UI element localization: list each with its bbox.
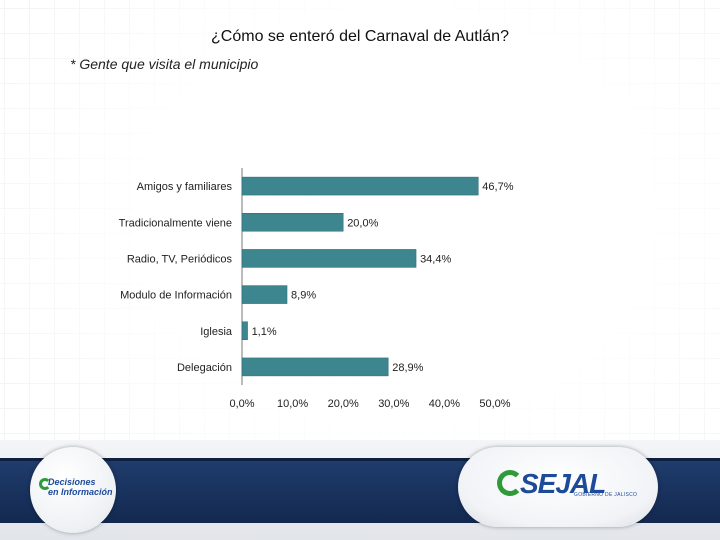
decisiones-logo-line2: en Información <box>48 487 113 497</box>
category-label-5: Delegación <box>177 362 232 374</box>
bar-1 <box>241 213 344 232</box>
page-subtitle: * Gente que visita el municipio <box>70 56 259 72</box>
value-label-1: 20,0% <box>347 217 378 229</box>
x-tick-label-2: 20,0% <box>328 398 359 410</box>
sejal-logo-subtitle: GOBIERNO DE JALISCO <box>574 492 638 498</box>
bar-4 <box>241 321 248 340</box>
value-label-2: 34,4% <box>420 253 451 265</box>
sejal-logo-text: SEJAL <box>498 468 606 500</box>
value-label-0: 46,7% <box>482 181 513 193</box>
x-tick-label-5: 50,0% <box>479 398 510 410</box>
value-label-4: 1,1% <box>252 326 277 338</box>
page-title: ¿Cómo se enteró del Carnaval de Autlán? <box>211 28 509 45</box>
sejal-logo-main: SEJAL <box>520 468 606 499</box>
category-label-4: Iglesia <box>200 326 233 338</box>
decisiones-logo-icon <box>39 478 51 490</box>
bar-0 <box>241 176 479 196</box>
x-tick-label-0: 0,0% <box>229 398 254 410</box>
decisiones-logo-text: Decisiones en Información <box>48 477 118 497</box>
x-tick-label-3: 30,0% <box>378 398 409 410</box>
x-tick-label-1: 10,0% <box>277 398 308 410</box>
bar-5 <box>241 357 389 377</box>
decisiones-logo-badge <box>30 447 116 533</box>
category-label-2: Radio, TV, Periódicos <box>127 253 233 265</box>
category-label-1: Tradicionalmente viene <box>119 217 232 229</box>
sejal-logo-icon <box>497 470 523 496</box>
value-label-5: 28,9% <box>392 362 423 374</box>
value-label-3: 8,9% <box>291 290 316 302</box>
sejal-logo-badge <box>458 447 658 527</box>
category-label-3: Modulo de Información <box>120 290 232 302</box>
bar-2 <box>241 249 417 268</box>
category-label-0: Amigos y familiares <box>137 181 233 193</box>
bar-chart: Amigos y familiares 46,7% Tradicionalmente… <box>119 168 514 410</box>
bar-3 <box>241 285 288 304</box>
x-tick-label-4: 40,0% <box>429 398 460 410</box>
decisiones-logo-line1: Decisiones <box>48 477 96 487</box>
